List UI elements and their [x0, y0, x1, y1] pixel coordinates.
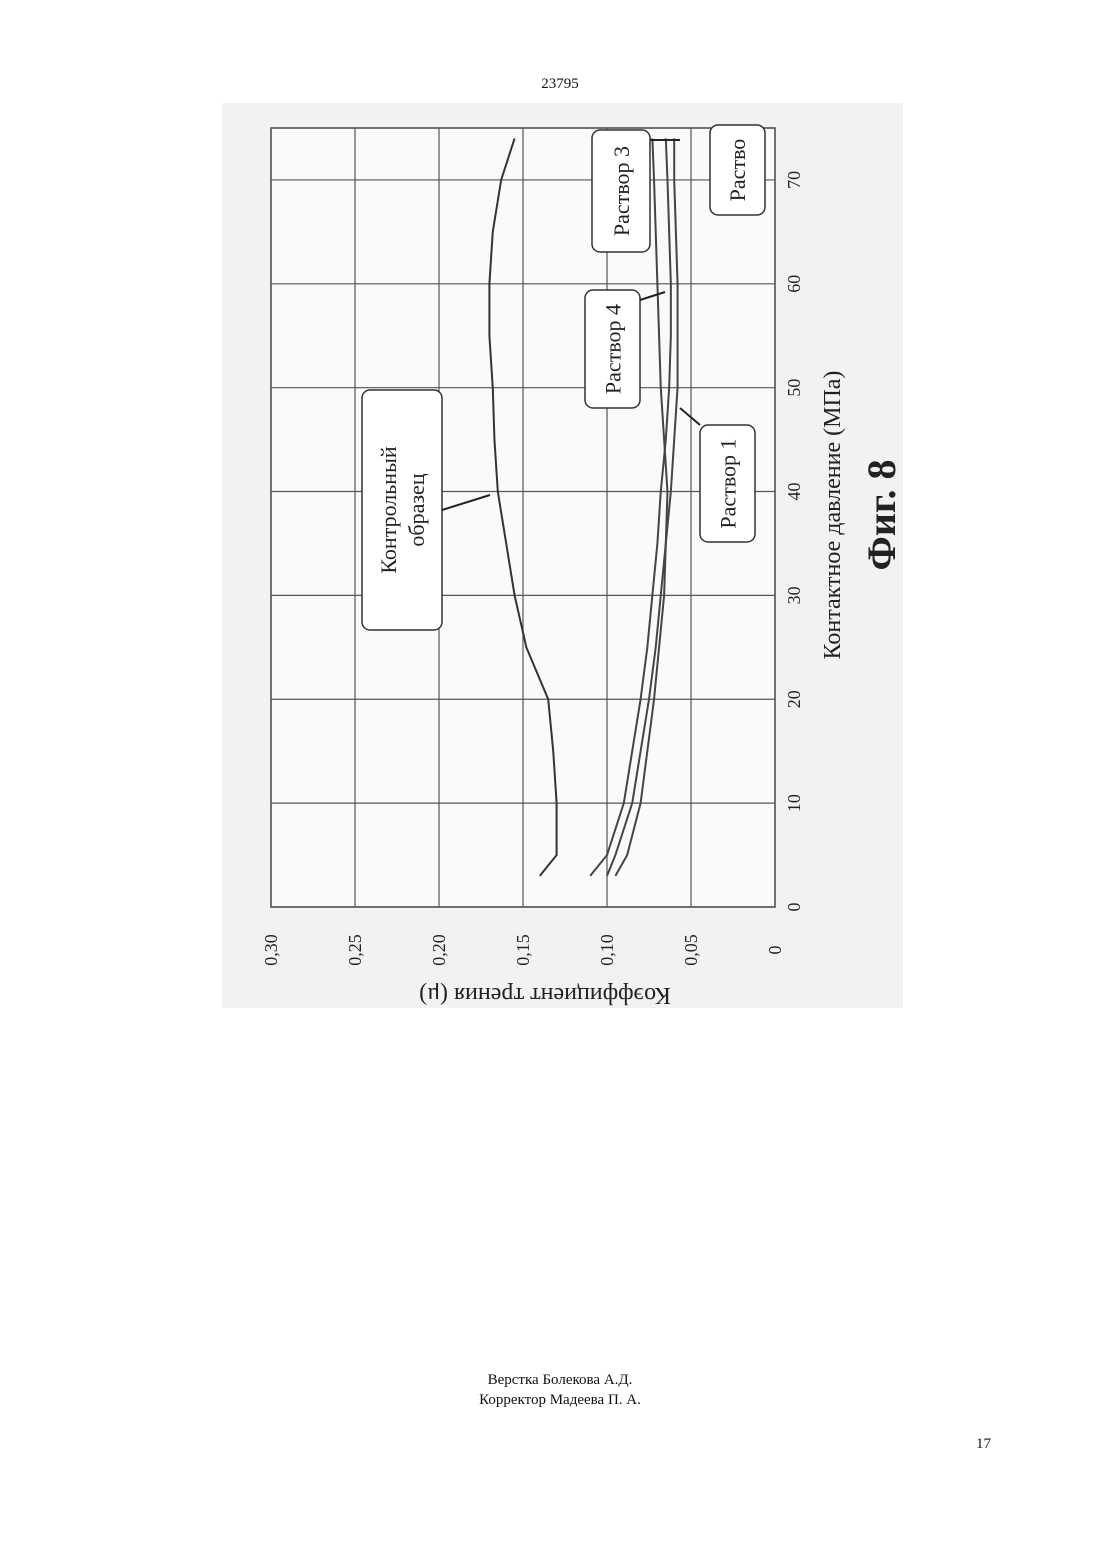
series-label: Раствор 4 [601, 304, 626, 394]
series-label: Раствор 1 [716, 438, 741, 528]
x-tick-label: 50 [784, 379, 804, 397]
annotation: Раство [725, 139, 750, 202]
x-axis-title: Контактное давление (МПа) [820, 371, 846, 660]
footer-corrector: Корректор Мадеева П. А. [0, 1392, 1100, 1409]
y-tick-label: 0 [765, 946, 785, 955]
x-tick-label: 40 [784, 483, 804, 501]
x-tick-label: 10 [784, 794, 804, 812]
x-tick-label: 20 [784, 690, 804, 708]
y-tick-label: 0,10 [597, 934, 617, 966]
y-axis-title: Коэффициент трения (μ) [419, 982, 671, 1008]
x-tick-label: 30 [784, 586, 804, 604]
y-tick-label: 0,15 [513, 934, 533, 966]
x-tick-label: 60 [784, 275, 804, 293]
y-tick-label: 0,20 [429, 934, 449, 966]
footer-layout: Верстка Болекова А.Д. [0, 1372, 1100, 1389]
y-tick-label: 0,30 [261, 934, 281, 966]
figure-title: Фиг. 8 [859, 459, 904, 570]
page-number: 17 [976, 1436, 991, 1453]
x-tick-label: 0 [784, 903, 804, 912]
y-tick-label: 0,05 [681, 934, 701, 966]
page: 23795 01020304050607000,050,100,150,200,… [0, 0, 1100, 1556]
series-label: Раствор 3 [609, 146, 634, 236]
annotation-box [362, 390, 442, 630]
chart: 0 10 20 30 40 50 60 70 0 0,05 0,10 0,15 0,20 0,25 0,30… [0, 0, 1100, 1100]
y-tick-label: 0,25 [345, 934, 365, 966]
x-tick-label: 70 [784, 171, 804, 189]
